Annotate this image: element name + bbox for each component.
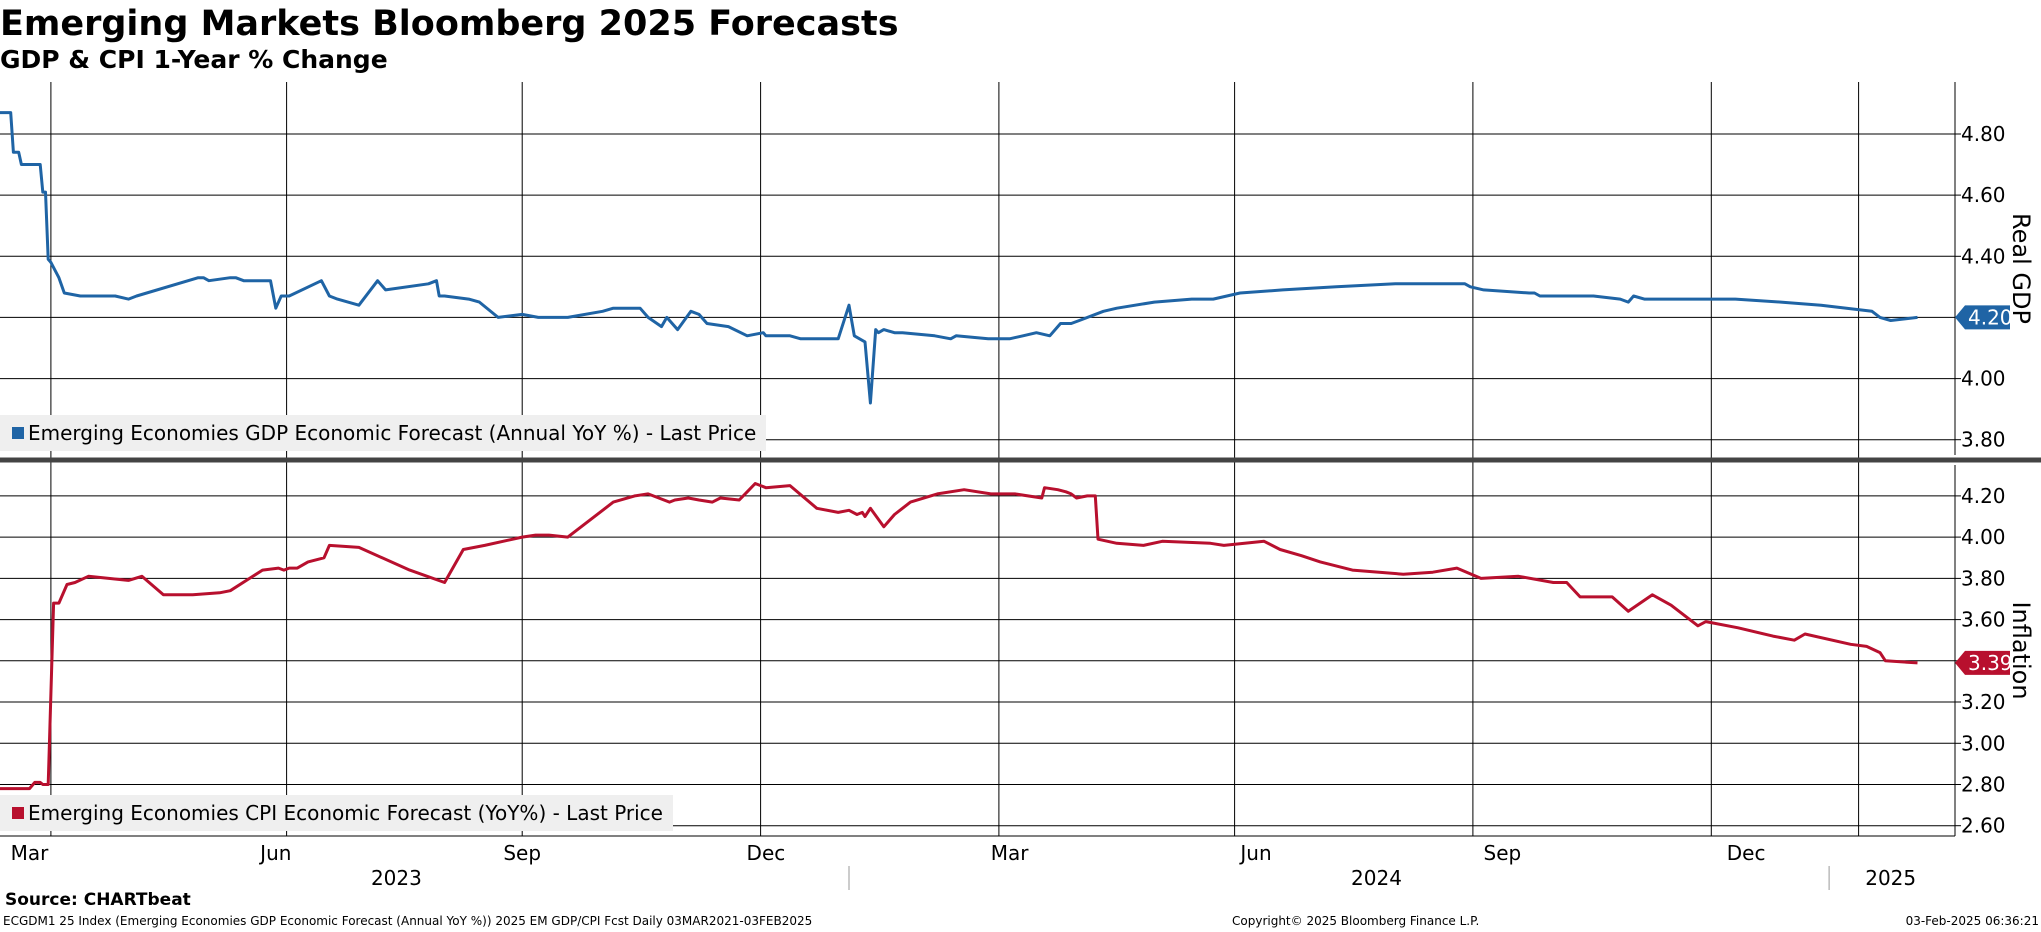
legend-cpi-label: Emerging Economies CPI Economic Forecast… [28, 801, 663, 825]
y-axis-title-inflation: Inflation [2007, 601, 2035, 699]
series-layer [0, 111, 1918, 791]
x-year-label: 2025 [1865, 866, 1916, 890]
footer-index-info: ECGDM1 25 Index (Emerging Economies GDP … [3, 914, 813, 928]
chart-subtitle: GDP & CPI 1-Year % Change [0, 45, 388, 74]
y-tick-label: 3.60 [1961, 608, 2006, 632]
y-tick-label: 2.60 [1961, 814, 2006, 838]
last-value-label: 4.20 [1968, 305, 2013, 329]
source-note: Source: CHARTbeat [5, 890, 191, 910]
y-tick-label: 4.40 [1961, 244, 2006, 268]
footer-copyright: Copyright© 2025 Bloomberg Finance L.P. [1232, 914, 1480, 928]
legend-cpi-swatch [12, 807, 24, 819]
x-month-label: Jun [1238, 841, 1271, 865]
y-tick-label: 3.00 [1961, 731, 2006, 755]
y-tick-label: 2.80 [1961, 773, 2006, 797]
y-tick-label: 4.00 [1961, 525, 2006, 549]
cpi-series-line [0, 482, 1918, 791]
legend-cpi: Emerging Economies CPI Economic Forecast… [0, 795, 673, 831]
last-value-label: 3.39 [1968, 651, 2013, 675]
y-tick-label: 4.80 [1961, 122, 2006, 146]
y-tick-label: 4.00 [1961, 367, 2006, 391]
x-month-label: Dec [1727, 841, 1766, 865]
y-tick-label: 3.20 [1961, 690, 2006, 714]
x-month-label: Sep [503, 841, 541, 865]
x-month-label: Sep [1484, 841, 1522, 865]
legend-gdp-label: Emerging Economies GDP Economic Forecast… [28, 421, 757, 445]
x-year-label: 2024 [1351, 866, 1402, 890]
x-month-label: Dec [747, 841, 786, 865]
y-tick-label: 4.20 [1961, 484, 2006, 508]
x-month-label: Jun [258, 841, 291, 865]
legend-gdp: Emerging Economies GDP Economic Forecast… [0, 415, 767, 451]
last-value-tag [1955, 305, 2010, 330]
y-tick-label: 3.80 [1961, 428, 2006, 452]
legend-gdp-swatch [12, 427, 24, 439]
y-tick-label: 3.80 [1961, 566, 2006, 590]
chart-title: Emerging Markets Bloomberg 2025 Forecast… [0, 4, 899, 44]
gdp-series-line [0, 111, 1918, 405]
footer-timestamp: 03-Feb-2025 06:36:21 [1905, 914, 2039, 928]
last-value-tag [1955, 650, 2010, 675]
y-axis-title-gdp: Real GDP [2007, 213, 2035, 324]
x-year-label: 2023 [371, 866, 422, 890]
y-tick-label: 4.60 [1961, 183, 2006, 207]
x-month-label: Mar [11, 841, 50, 865]
x-month-label: Mar [991, 841, 1030, 865]
